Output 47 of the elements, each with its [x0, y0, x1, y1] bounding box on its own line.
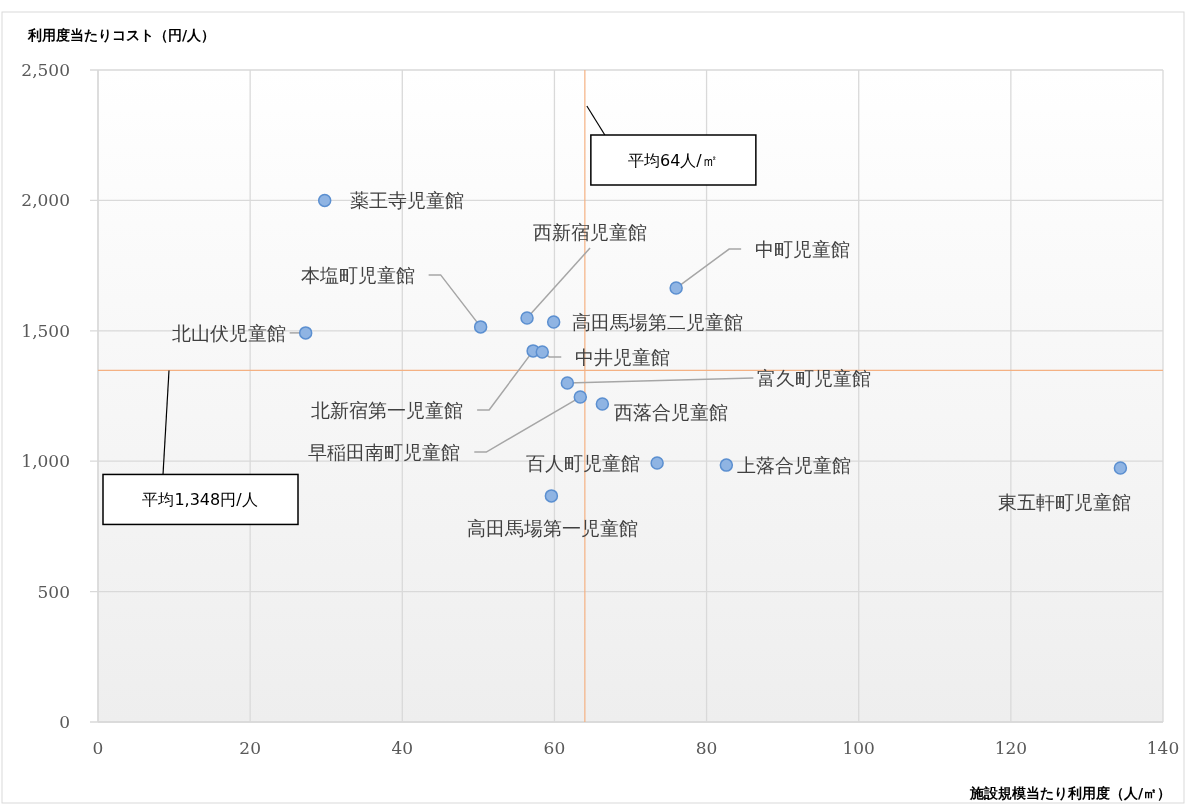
x-tick-label: 140 — [1146, 738, 1180, 758]
x-tick-label: 120 — [994, 738, 1028, 758]
annotation: 西新宿児童館 — [533, 221, 648, 244]
y-tick-label: 500 — [37, 581, 70, 602]
annotation: 上落合児童館 — [737, 454, 852, 477]
annotation: 本塩町児童館 — [300, 263, 415, 286]
annotation: 高田馬場第一児童館 — [466, 516, 638, 539]
y-tick-label: 1,000 — [21, 451, 70, 472]
x-tick-label: 20 — [239, 738, 261, 758]
point — [298, 326, 313, 340]
annotation: 百人町児童館 — [526, 452, 641, 475]
x-tick-label: 0 — [92, 738, 104, 758]
x-tick-label: 100 — [842, 738, 875, 758]
point — [719, 458, 734, 472]
point — [595, 397, 610, 411]
x-axis-title: 施設規模当たり利用度（人/㎡） — [968, 785, 1171, 801]
point — [544, 489, 559, 503]
point — [573, 390, 588, 404]
point — [560, 376, 575, 390]
annotation: 北新宿第一児童館 — [311, 398, 464, 421]
point — [520, 311, 534, 325]
point — [546, 315, 561, 329]
ref-line-label: 平均64人/㎡ — [627, 151, 718, 170]
annotation: 中井児童館 — [575, 345, 671, 368]
y-tick-label: 2,000 — [21, 190, 70, 211]
annotation: 早稲田南町児童館 — [308, 441, 461, 464]
annotation: 西落合児童館 — [614, 401, 729, 424]
point — [1113, 461, 1128, 475]
x-tick-label: 40 — [391, 738, 414, 758]
y-tick-label: 1,500 — [21, 320, 70, 341]
point — [650, 456, 664, 470]
point — [317, 193, 332, 208]
y-tick-label: 2,500 — [21, 60, 70, 80]
point — [669, 281, 683, 295]
y-tick-label: 0 — [59, 712, 70, 732]
point — [535, 345, 550, 359]
annotation: 富久町児童館 — [757, 366, 872, 389]
ref-line-label: 平均1,348円/人 — [142, 490, 258, 510]
annotation: 北山伏児童館 — [171, 321, 286, 344]
annotation: 東五軒町児童館 — [997, 490, 1131, 513]
point — [473, 320, 488, 334]
x-tick-label: 80 — [695, 738, 718, 758]
x-tick-label: 60 — [543, 738, 566, 758]
annotation: 中町児童館 — [755, 238, 851, 261]
y-axis-title: 利用度当たりコスト（円/人） — [27, 27, 216, 43]
annotation: 薬王寺児童館 — [349, 189, 464, 212]
annotation: 高田馬場第二児童館 — [571, 310, 743, 333]
